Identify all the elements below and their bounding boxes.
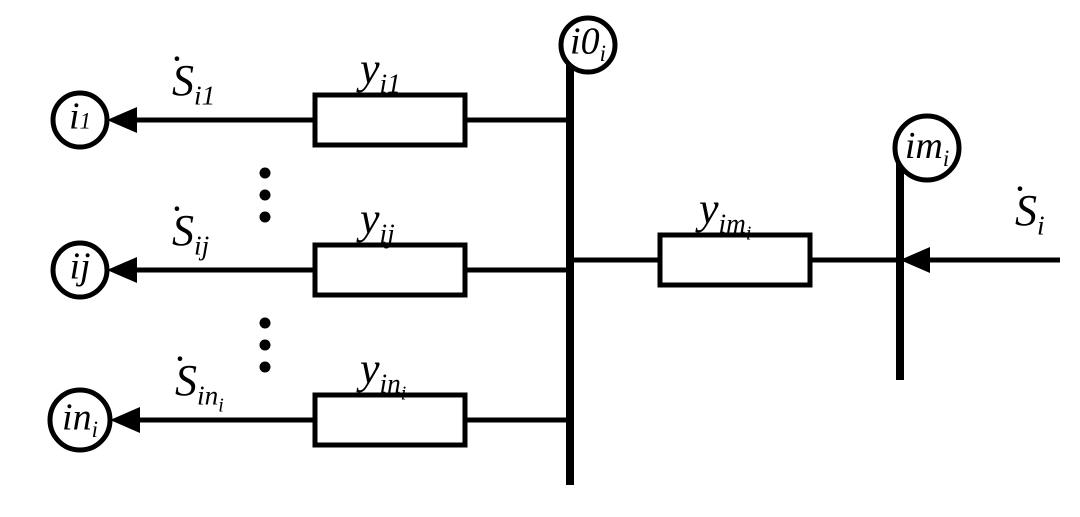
svg-text:.: . (175, 326, 185, 370)
node-n_in: ini (50, 390, 110, 450)
svg-text:.: . (1015, 156, 1025, 200)
tie-branch: yimi (570, 184, 900, 285)
node-n_ij: ij (53, 243, 107, 297)
vdots (260, 318, 271, 373)
branch-b1: yi1Si1. (107, 26, 570, 145)
node-n_i1: i1 (53, 93, 107, 147)
svg-text:.: . (172, 176, 182, 220)
svg-text:.: . (172, 26, 182, 70)
svg-text:yij: yij (356, 194, 395, 249)
branch-b3: yiniSini. (110, 326, 570, 445)
branch-b2: yijSij. (107, 176, 570, 295)
svg-text:yi1: yi1 (356, 44, 401, 99)
svg-text:ij: ij (69, 246, 90, 288)
vdots (260, 168, 271, 223)
svg-text:imi: imi (905, 125, 949, 171)
node-n_i0: i0i (561, 18, 615, 72)
circuit-diagram: yi1Si1.yijSij.yiniSini.yimiSi.i1ijinii0i… (0, 0, 1080, 517)
node-n_im: imi (895, 116, 959, 180)
